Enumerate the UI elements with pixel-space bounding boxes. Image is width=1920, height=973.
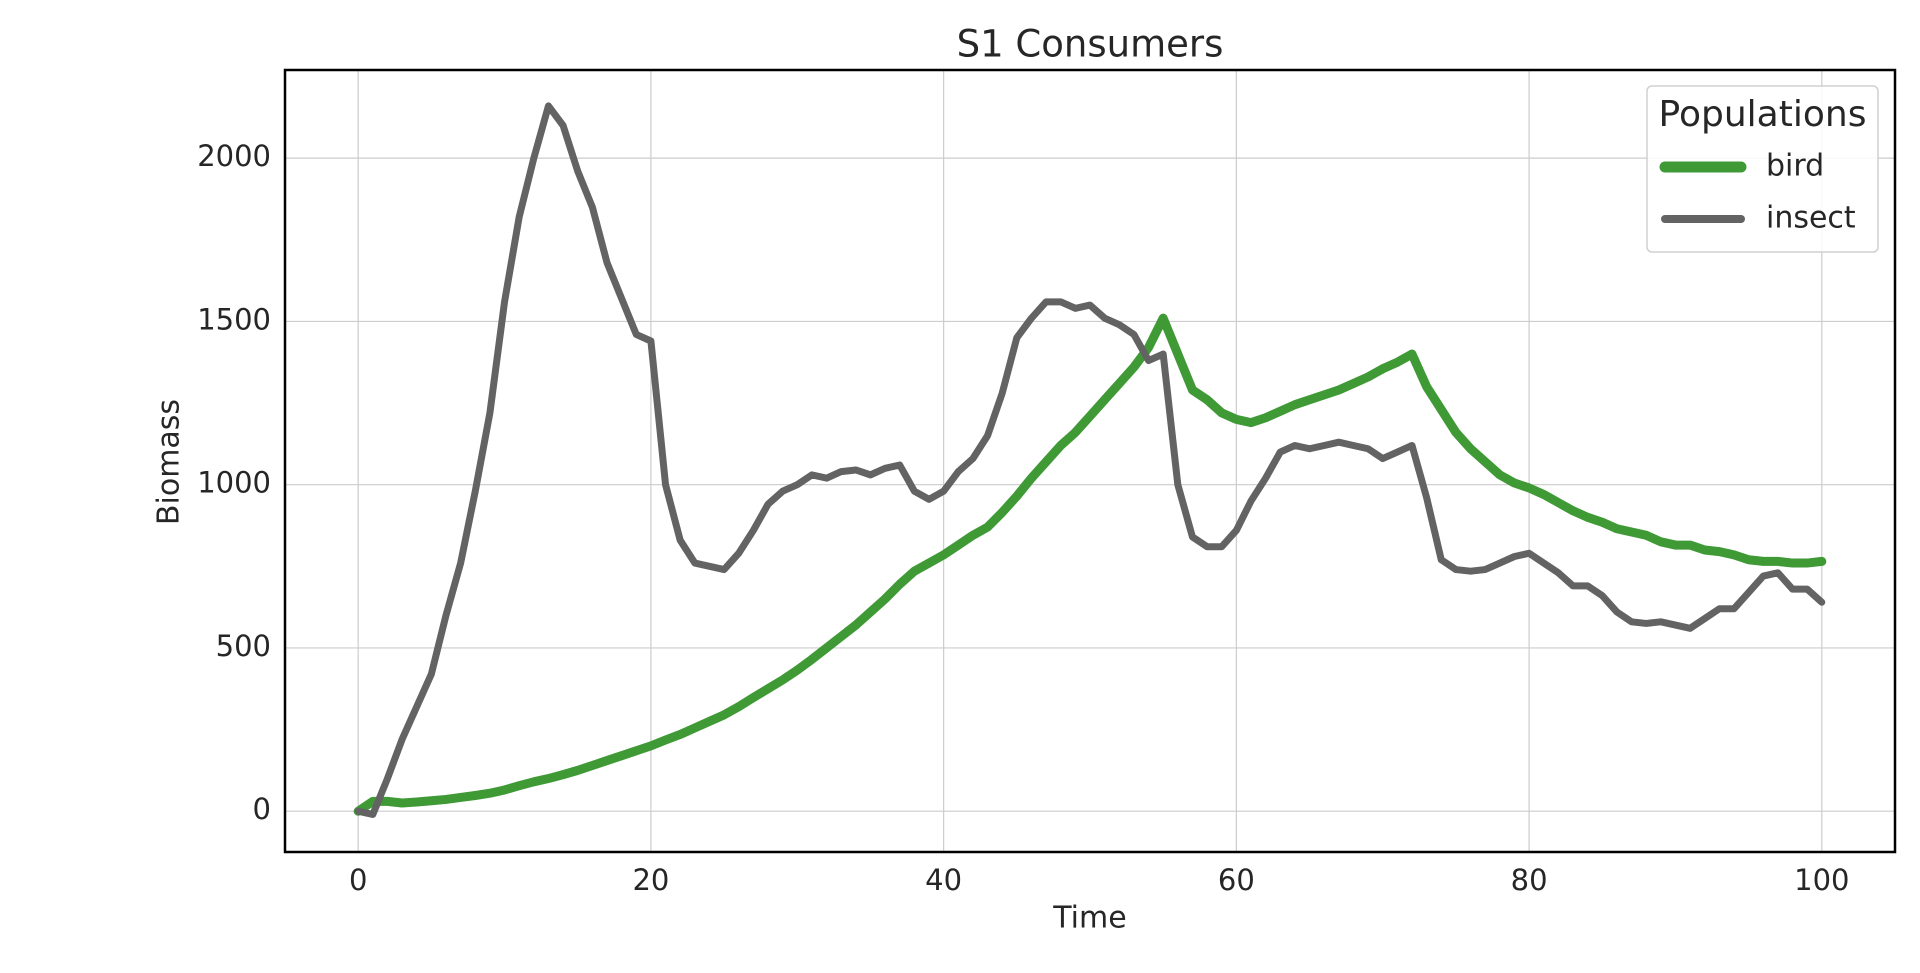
line-series [354,102,1826,818]
x-tick-label: 60 [1218,863,1255,897]
y-tick-label: 2000 [197,139,271,173]
y-tick-label: 1500 [197,302,271,336]
y-tick-label: 500 [216,629,271,663]
x-axis-label: Time [1052,901,1126,936]
legend-title: Populations [1659,94,1867,135]
x-tick-label: 80 [1511,863,1548,897]
x-tick-label: 20 [632,863,669,897]
chart-title: S1 Consumers [957,23,1224,66]
legend-label: bird [1766,149,1824,184]
line-series [353,313,1827,816]
y-tick-label: 0 [253,792,271,826]
x-tick-label: 0 [349,863,367,897]
y-axis-label: Biomass [152,399,187,525]
x-tick-label: 40 [925,863,962,897]
legend-box [1646,85,1879,253]
plot-frame [283,68,1897,854]
y-tick-label: 1000 [197,466,271,500]
x-tick-label: 100 [1794,863,1849,897]
legend-label: insect [1766,201,1856,236]
